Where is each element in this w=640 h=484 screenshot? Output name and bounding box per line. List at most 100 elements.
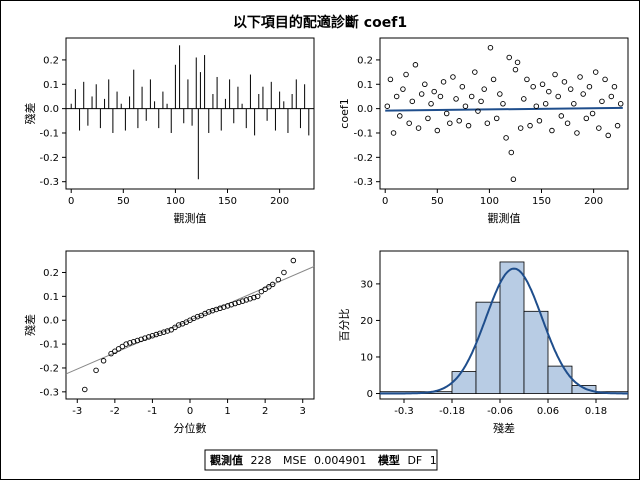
qq-point: [236, 299, 242, 306]
data-point: [465, 122, 472, 129]
data-point: [487, 44, 494, 51]
x-tick-label: 0: [382, 196, 388, 207]
data-point: [605, 132, 611, 139]
qq-point: [127, 340, 133, 346]
qq-point: [130, 338, 137, 345]
data-point: [453, 96, 459, 102]
data-point: [425, 115, 431, 122]
x-axis-label: 殘差: [493, 421, 515, 435]
y-axis-label: 殘差: [23, 314, 37, 336]
coef1-by-obs-panel: 0 50 100 150 200 -0.3 -0.2 -0.1 0.0 0.1 0.2 觀測值 coef…: [338, 37, 629, 225]
data-point: [552, 71, 558, 78]
x-axis-label: 觀測值: [488, 211, 521, 225]
qq-point: [157, 330, 163, 337]
stats-n-value: 228: [251, 454, 272, 467]
qq-point: [93, 367, 99, 374]
qq-point: [224, 303, 231, 309]
data-point: [390, 130, 397, 136]
stats-model-label: 模型: [378, 453, 400, 467]
data-point: [428, 101, 434, 107]
x-tick-label: 200: [270, 196, 289, 207]
qq-point: [149, 332, 156, 339]
data-point: [403, 71, 409, 78]
qq-point: [262, 286, 268, 292]
y-tick-label: -0.1: [39, 128, 59, 139]
y-tick-label: 0.0: [43, 316, 59, 327]
y-axis-label: coef1: [338, 98, 351, 128]
qq-point: [194, 313, 201, 320]
qq-point: [281, 269, 287, 276]
data-point: [484, 120, 491, 126]
qq-point: [254, 293, 261, 300]
x-tick-label: 1: [224, 406, 230, 417]
reference-line: [65, 266, 315, 375]
x-tick-label: 150: [218, 196, 237, 207]
data-point: [602, 76, 608, 83]
qq-point: [243, 297, 250, 303]
data-point: [506, 54, 512, 61]
qq-point: [153, 331, 159, 338]
data-point: [431, 88, 437, 95]
qq-point: [269, 281, 276, 288]
x-tick-label: -1: [147, 406, 157, 417]
histogram-bar: [499, 261, 525, 394]
stats-df-value: 1: [430, 454, 437, 467]
data-point: [580, 91, 586, 97]
qq-point: [100, 358, 107, 364]
x-tick-label: 0: [68, 196, 74, 207]
data-point: [418, 91, 425, 97]
qq-point: [258, 288, 265, 295]
data-point: [434, 127, 441, 134]
qq-point: [168, 327, 174, 333]
data-point: [472, 69, 478, 75]
stats-df-label: DF: [407, 454, 422, 467]
qq-point: [145, 334, 152, 340]
qq-point: [172, 324, 178, 331]
histogram-bar: [475, 301, 501, 394]
x-tick-label: 3: [300, 406, 306, 417]
qq-point: [115, 346, 122, 352]
data-point: [542, 101, 549, 107]
data-point: [443, 110, 450, 117]
stats-mse-label: MSE: [283, 454, 306, 467]
data-point: [447, 120, 453, 126]
data-point: [546, 88, 552, 95]
normal-density-curve: [380, 267, 628, 395]
x-tick-label: -0.3: [394, 406, 414, 417]
qq-point: [217, 305, 223, 312]
data-point: [599, 98, 605, 105]
qq-point: [134, 337, 141, 344]
y-tick-label: -0.1: [39, 340, 59, 351]
data-point: [524, 76, 530, 83]
data-point: [478, 98, 484, 105]
x-tick-label: -0.06: [487, 406, 513, 417]
x-tick-label: 50: [431, 196, 444, 207]
data-point: [468, 93, 475, 100]
data-point: [555, 93, 561, 100]
data-point: [508, 149, 515, 156]
data-point: [558, 113, 565, 119]
data-point: [561, 79, 568, 85]
data-point: [517, 125, 524, 131]
data-point: [440, 79, 447, 85]
data-point: [415, 125, 422, 131]
qq-point: [112, 348, 118, 355]
data-point: [406, 120, 412, 126]
data-point: [409, 98, 416, 105]
qq-point: [213, 306, 220, 313]
plot-frame: [379, 37, 629, 190]
qq-point: [175, 322, 182, 328]
x-tick-label: 0.18: [585, 406, 607, 417]
data-point: [475, 108, 481, 114]
y-tick-label: -0.3: [353, 177, 373, 188]
data-point: [589, 110, 596, 117]
histogram-bar: [571, 385, 597, 394]
residual-by-obs-panel: 0 50 100 150 200 -0.3 -0.2 -0.1 0.0 0.1 0.2 觀測值 殘差: [23, 37, 315, 225]
y-axis-label: 殘差: [23, 103, 37, 125]
data-point: [530, 83, 536, 90]
data-point: [456, 118, 462, 124]
data-point: [536, 118, 543, 124]
y-tick-label: 0.1: [43, 80, 59, 91]
y-tick-label: -0.2: [39, 363, 59, 374]
qq-point: [251, 294, 257, 301]
